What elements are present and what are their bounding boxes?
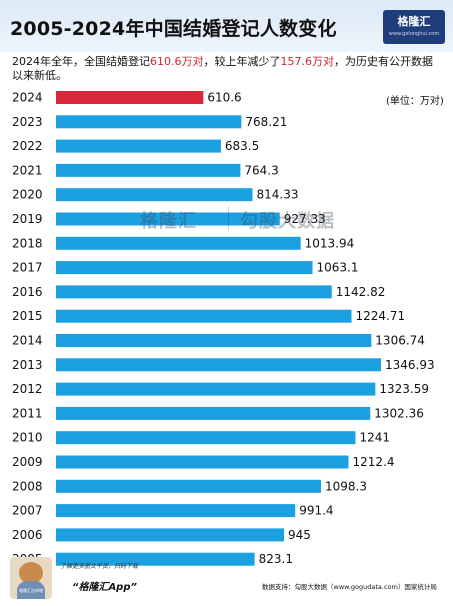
app-name[interactable]: “格隆汇App” [72,582,137,593]
category-label: 2014 [12,334,43,348]
category-label: 2009 [12,455,43,469]
value-label: 1224.71 [356,309,406,323]
category-label: 2012 [12,382,43,396]
bar [56,139,221,153]
brand-logo[interactable]: 格隆汇 www.gelonghui.com [383,10,445,44]
value-label: 1323.59 [379,382,429,396]
value-label: 927.33 [284,212,326,226]
category-label: 2018 [12,236,43,250]
subtitle-highlight-2: 157.6万对 [280,55,335,68]
value-label: 1063.1 [317,261,359,275]
value-label: 610.6 [207,91,241,105]
category-label: 2006 [12,528,43,542]
value-label: 683.5 [225,139,259,153]
value-label: 1013.94 [305,236,355,250]
value-label: 764.3 [244,163,278,177]
subtitle-part2: ，较上年减少了 [203,55,281,68]
bar [56,552,255,566]
category-label: 2013 [12,358,43,372]
bar [56,261,313,275]
bar [56,431,356,445]
bar [56,309,352,323]
value-label: 1306.74 [375,334,425,348]
value-label: 768.21 [245,115,287,129]
value-label: 991.4 [299,504,333,518]
value-label: 1241 [359,431,390,445]
bar [56,115,242,129]
value-label: 1302.36 [374,406,424,420]
category-label: 2019 [12,212,43,226]
subtitle: 2024年全年，全国结婚登记610.6万对，较上年减少了157.6万对，为历史有… [12,55,442,83]
category-label: 2020 [12,188,43,202]
category-label: 2008 [12,479,43,493]
category-label: 2017 [12,261,43,275]
value-label: 1098.3 [325,479,367,493]
logo-url: www.gelonghui.com [388,31,440,37]
bar [56,358,381,372]
category-label: 2022 [12,139,43,153]
subtitle-highlight-1: 610.6万对 [150,55,204,68]
bar [56,479,322,493]
mascot-face [19,562,43,584]
value-label: 823.1 [259,552,293,566]
bar [56,163,241,177]
category-label: 2016 [12,285,43,299]
mascot-caption: 格隆汇吉祥物 [19,588,43,593]
watermark-right: 勾股大数据 [240,211,335,232]
category-label: 2010 [12,431,43,445]
category-label: 2007 [12,504,43,518]
value-label: 814.33 [256,188,298,202]
watermark-left: 格隆汇 [140,211,197,232]
bar [56,382,376,396]
value-label: 1142.82 [336,285,386,299]
bar [56,188,253,202]
category-label: 2011 [12,406,43,420]
bar [56,528,285,542]
subtitle-part1: 2024年全年，全国结婚登记 [12,55,150,68]
bar-highlight [56,91,204,104]
bar [56,504,296,518]
subtitle-part3: ，为历史有公开数据以来新低。 [12,55,433,82]
unit-label: (单位：万对) [386,96,444,107]
bar [56,455,349,469]
header-bar [0,0,453,52]
bar [56,212,280,226]
mascot-body [17,581,45,599]
category-label: 2021 [12,163,43,177]
watermark-divider [228,206,229,230]
data-source: 数据支持：勾股大数据（www.gogudata.com）国家统计局 [262,583,437,591]
value-label: 945 [288,528,311,542]
value-label: 1212.4 [353,455,395,469]
bar [56,406,371,420]
mascot-avatar: 格隆汇吉祥物 [10,557,52,599]
category-label: 2015 [12,309,43,323]
page-title: 2005-2024年中国结婚登记人数变化 [10,18,337,40]
bar [56,285,332,299]
bar [56,236,301,250]
promo-text: 了解更多图文干货，扫码下载 [60,563,139,570]
value-label: 1346.93 [385,358,435,372]
logo-text: 格隆汇 [397,15,431,28]
category-label: 2024 [12,91,43,105]
bar [56,334,372,347]
category-label: 2023 [12,115,43,129]
